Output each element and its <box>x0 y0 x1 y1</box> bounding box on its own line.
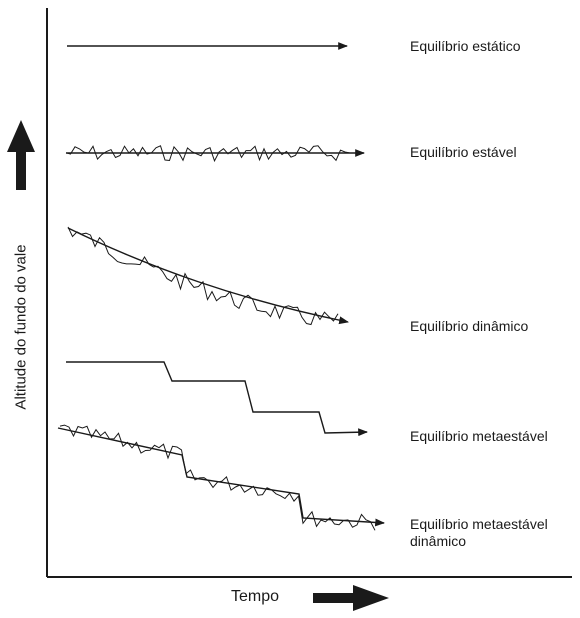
curve-dynamic-trend <box>67 227 349 325</box>
x-axis-label: Tempo <box>231 588 280 605</box>
label-dynamic-metastable-equilibrium: Equilíbrio metaestável dinâmico <box>410 516 548 549</box>
label-dynamic-equilibrium: Equilíbrio dinâmico <box>410 318 529 334</box>
label-steady-equilibrium: Equilíbrio estável <box>410 144 517 160</box>
curve-dynamic-metastable-trend <box>57 427 385 527</box>
curve-dynamic-metastable-fluctuation <box>59 424 376 531</box>
label-static-equilibrium: Equilíbrio estático <box>410 38 521 54</box>
x-direction-arrow-icon <box>313 585 389 611</box>
curve-dynamic-fluctuation <box>67 226 339 326</box>
curve-metastable-trend <box>66 361 368 437</box>
y-direction-arrow-icon <box>7 120 35 190</box>
y-axis-label: Altitude do fundo do vale <box>12 244 30 410</box>
label-metastable-equilibrium: Equilíbrio metaestável <box>410 428 548 444</box>
